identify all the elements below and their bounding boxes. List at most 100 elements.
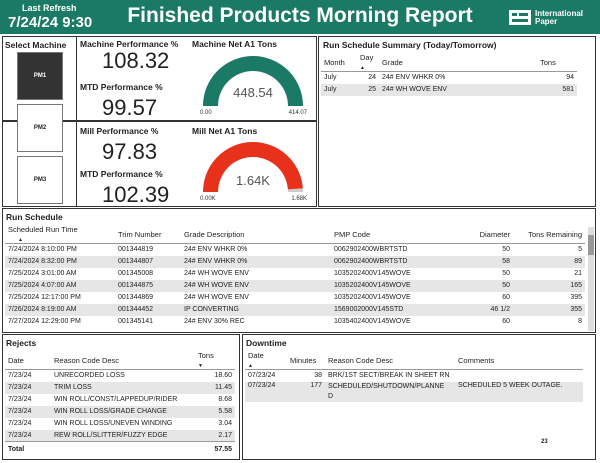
- machine-performance-value: 108.32: [102, 48, 170, 73]
- table-row[interactable]: 7/23/24 WIN ROLL LOSS/UNEVEN WINDING 3.04: [5, 418, 235, 430]
- table-row[interactable]: 7/23/24 WIN ROLL LOSS/GRADE CHANGE 5.58: [5, 405, 235, 418]
- cell-grade: 24# WH WOVE ENV: [184, 294, 249, 301]
- col-diameter[interactable]: Diameter: [479, 229, 510, 239]
- report-header: Last Refresh 7/24/24 9:30 Finished Produ…: [0, 0, 600, 34]
- col-date[interactable]: Date: [8, 355, 24, 365]
- footer-number: 23: [541, 439, 548, 445]
- machine-button-pm1[interactable]: PM1: [17, 52, 63, 100]
- cell-reason: REW ROLL/SLITTER/FUZZY EDGE: [54, 431, 168, 439]
- machine-button-pm2[interactable]: PM2: [17, 104, 63, 152]
- col-reason-code-desc[interactable]: Reason Code Desc: [328, 355, 394, 365]
- cell-trim-number: 001344869: [118, 294, 154, 301]
- cell-run-time: 7/25/2024 3:01:00 AM: [8, 270, 77, 277]
- cell-minutes: 177: [310, 381, 322, 389]
- cell-reason: SCHEDULED/SHUTDOWN/PLANNE D: [325, 382, 455, 402]
- cell-tons: 5.58: [218, 408, 232, 415]
- col-grade-description[interactable]: Grade Description: [184, 229, 245, 239]
- col-label: Tons: [198, 351, 214, 360]
- cell-pmp-code: 0062902400WBRTSTD: [334, 246, 408, 254]
- col-minutes[interactable]: Minutes: [290, 355, 317, 365]
- cell-tons: 18.60: [214, 372, 232, 380]
- cell-run-time: 7/24/2024 8:10:00 PM: [8, 246, 77, 254]
- run-schedule-table: Scheduled Run Time ▲ Trim Number Grade De…: [5, 225, 585, 328]
- sort-up-icon: ▲: [18, 237, 23, 243]
- cell-reason: WIN ROLL LOSS/GRADE CHANGE: [54, 408, 167, 415]
- col-reason-code-desc[interactable]: Reason Code Desc: [54, 355, 120, 365]
- cell-diameter: 50: [502, 246, 510, 254]
- cell-trim-number: 001344807: [118, 258, 154, 265]
- col-pmp-code[interactable]: PMP Code: [334, 229, 371, 239]
- cell-day: 25: [368, 86, 376, 93]
- table-row[interactable]: 7/24/2024 8:32:00 PM 001344807 24# ENV WHK…: [5, 255, 585, 268]
- cell-pmp-code: 1569002000V145STD: [334, 306, 404, 313]
- col-trim-number[interactable]: Trim Number: [118, 229, 162, 239]
- col-comments[interactable]: Comments: [458, 355, 495, 365]
- cell-reason: TRIM LOSS: [54, 384, 92, 391]
- machine-button-pm3[interactable]: PM3: [17, 156, 63, 204]
- cell-grade: 24# ENV WHKR 0%: [184, 258, 248, 265]
- cell-diameter: 50: [502, 270, 510, 277]
- gauge-min: 0.00: [200, 110, 212, 116]
- cell-run-time: 7/27/2024 12:29:00 PM: [8, 318, 81, 325]
- sort-up-icon: ▲: [248, 363, 253, 369]
- machine-kpi-panel: [2, 36, 317, 121]
- machine-button-label: PM1: [33, 73, 47, 79]
- run-schedule-panel: Run Schedule Scheduled Run Time ▲ Trim Nu…: [2, 208, 596, 333]
- run-summary-panel: Run Schedule Summary (Today/Tomorrow) Mo…: [318, 36, 596, 207]
- col-label: Scheduled Run Time: [8, 225, 78, 234]
- table-row[interactable]: 07/23/24 177 SCHEDULED/SHUTDOWN/PLANNE D …: [245, 381, 583, 402]
- col-tons[interactable]: Tons ▼: [195, 351, 235, 370]
- refresh-datetime: 7/24/24 9:30: [8, 14, 93, 31]
- machine-button-label: PM3: [33, 177, 47, 183]
- rejects-table: Date Reason Code Desc Tons ▼ 7/23/24 UNREC…: [5, 351, 235, 458]
- scrollbar-thumb[interactable]: [588, 235, 594, 255]
- cell-diameter: 50: [502, 282, 510, 289]
- rejects-panel: Rejects Date Reason Code Desc Tons ▼ 7/23…: [2, 334, 240, 460]
- table-row[interactable]: 07/23/24 38 BRK/1ST SECT/BREAK IN SHEET …: [245, 370, 583, 382]
- sort-down-icon: ▼: [198, 363, 203, 369]
- col-label: Date: [248, 351, 264, 360]
- cell-pmp-code: 1035202400V145WOVE: [334, 294, 411, 301]
- table-row[interactable]: 7/25/2024 12:17:00 PM 001344869 24# WH WOV…: [5, 292, 585, 304]
- table-row[interactable]: July 24 24# ENV WHKR 0% 94: [321, 72, 577, 84]
- cell-pmp-code: 0062902400WBRTSTD: [334, 258, 408, 265]
- cell-date: 07/23/24: [248, 372, 276, 380]
- table-row[interactable]: 7/27/2024 12:29:00 PM 001345141 24# ENV 30…: [5, 316, 585, 328]
- table-row[interactable]: 7/23/24 WIN ROLL/CONST/LAPPEDUP/RIDER 8.68: [5, 394, 235, 406]
- col-day[interactable]: Day ▲: [357, 53, 379, 72]
- cell-grade: 24# ENV WHKR 0%: [382, 74, 446, 82]
- cell-trim-number: 001345008: [118, 270, 154, 277]
- cell-tons-remaining: 355: [570, 306, 582, 313]
- col-date[interactable]: Date ▲: [245, 351, 287, 370]
- gauge-min: 0.00K: [200, 196, 216, 202]
- col-scheduled-run-time[interactable]: Scheduled Run Time ▲: [5, 225, 115, 244]
- table-row[interactable]: 7/23/24 TRIM LOSS 11.45: [5, 381, 235, 394]
- sort-up-icon: ▲: [360, 65, 365, 71]
- col-tons[interactable]: Tons: [540, 57, 556, 67]
- cell-diameter: 60: [502, 294, 510, 301]
- gauge-fill: [203, 56, 303, 106]
- gauge-value: 1.64K: [236, 173, 270, 188]
- logo-line-1: International: [535, 9, 584, 18]
- reason-line-2: D: [328, 392, 334, 400]
- downtime-panel: Downtime Date ▲ Minutes Reason Code Desc …: [242, 334, 596, 460]
- table-row[interactable]: 7/25/2024 3:01:00 AM 001345008 24# WH WOVE…: [5, 268, 585, 280]
- cell-month: July: [324, 74, 337, 82]
- cell-run-time: 7/24/2024 8:32:00 PM: [8, 258, 77, 265]
- cell-tons-remaining: 395: [570, 294, 582, 301]
- cell-reason: WIN ROLL/CONST/LAPPEDUP/RIDER: [54, 396, 178, 403]
- machine-mtd-performance-label: MTD Performance %: [80, 82, 163, 92]
- col-grade[interactable]: Grade: [382, 57, 403, 67]
- cell-date: 7/23/24: [8, 372, 32, 380]
- table-row[interactable]: 7/26/2024 8:19:00 AM 001344452 IP CONVERTI…: [5, 303, 585, 316]
- table-row[interactable]: 7/24/2024 8:10:00 PM 001344819 24# ENV WHK…: [5, 244, 585, 256]
- table-row[interactable]: 7/23/24 REW ROLL/SLITTER/FUZZY EDGE 2.17: [5, 429, 235, 442]
- col-month[interactable]: Month: [324, 57, 345, 67]
- machine-button-label: PM2: [33, 125, 47, 131]
- table-row[interactable]: July 25 24# WH WOVE ENV 581: [321, 83, 577, 96]
- col-tons-remaining[interactable]: Tons Remaining: [528, 229, 582, 239]
- table-row[interactable]: 7/25/2024 4:07:00 AM 001344875 24# WH WOVE…: [5, 279, 585, 292]
- table-row[interactable]: 7/23/24 UNRECORDED LOSS 18.60: [5, 370, 235, 382]
- run-schedule-scrollbar[interactable]: [588, 227, 594, 331]
- mill-mtd-performance-value: 102.39: [102, 182, 170, 207]
